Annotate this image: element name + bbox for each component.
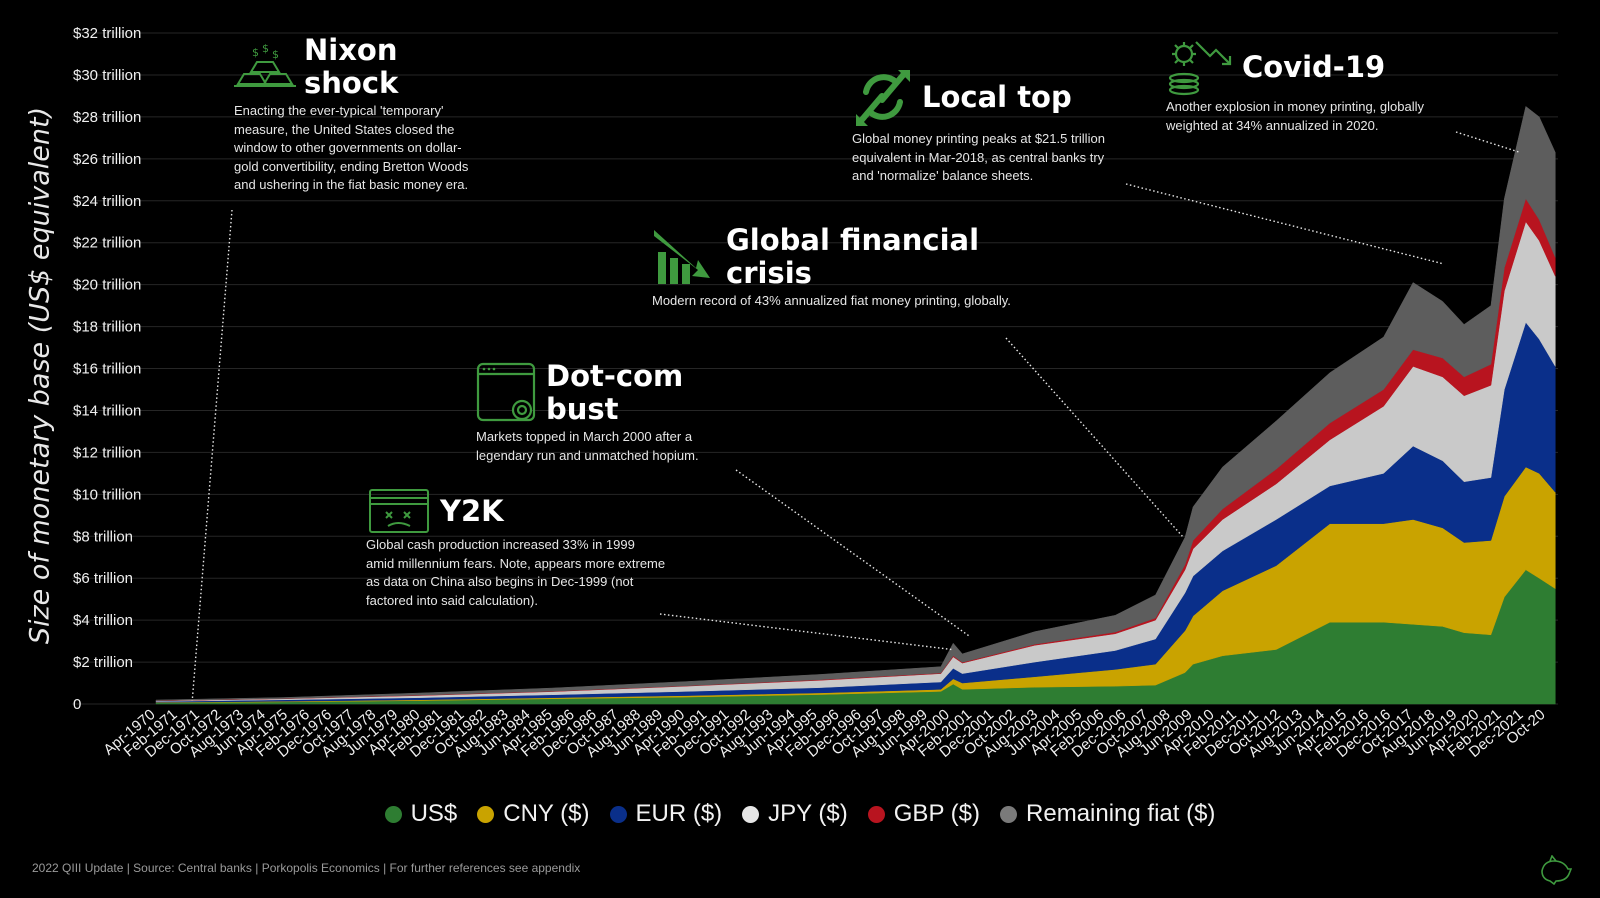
- legend-item-remaining: Remaining fiat ($): [1000, 800, 1215, 828]
- legend-swatch: [1000, 805, 1018, 823]
- y-tick-label: $22 trillion: [73, 235, 141, 252]
- y-tick-label: $10 trillion: [73, 486, 141, 503]
- annotation-title: Y2K: [440, 493, 504, 528]
- annotation-text: Global cash production increased 33% in …: [366, 537, 666, 608]
- y-tick-label: $20 trillion: [73, 277, 141, 294]
- legend-label: Remaining fiat ($): [1026, 800, 1216, 827]
- y-tick-label: $28 trillion: [73, 109, 141, 126]
- cycle-arrows-icon: [856, 70, 910, 126]
- y-axis-label: Size of monetary base (US$ equivalent): [24, 106, 56, 645]
- legend-item-usd: US$: [384, 800, 458, 828]
- y-tick-label: 0: [73, 696, 81, 713]
- svg-text:$: $: [262, 44, 269, 55]
- annotation-localtop: Local top Global money printing peaks at…: [852, 66, 1122, 186]
- grid-lines: [72, 32, 1558, 705]
- svg-text:$: $: [252, 46, 259, 59]
- y-tick-label: $26 trillion: [73, 151, 141, 168]
- y-tick-label: $32 trillion: [73, 25, 141, 42]
- gold-bars-icon: $ $ $: [234, 44, 296, 87]
- annotation-gfc: Global financial crisis Modern record of…: [652, 224, 1012, 311]
- legend-label: EUR ($): [635, 800, 723, 827]
- svg-text:$: $: [272, 48, 279, 61]
- leader-covid: [1455, 131, 1521, 154]
- annotation-text: Markets topped in March 2000 after a leg…: [476, 429, 699, 463]
- y-tick-label: $8 trillion: [73, 528, 133, 545]
- footer-source: 2022 QIII Update | Source: Central banks…: [32, 861, 581, 875]
- y-tick-label: $16 trillion: [73, 361, 141, 378]
- legend-label: JPY ($): [768, 800, 848, 827]
- legend-item-cny: CNY ($): [477, 800, 590, 828]
- leader-y2k: [659, 613, 952, 651]
- y-tick-label: $4 trillion: [73, 612, 133, 629]
- legend-label: CNY ($): [503, 800, 590, 827]
- y-tick-label: $18 trillion: [73, 319, 141, 336]
- annotation-text: Modern record of 43% annualized fiat mon…: [652, 293, 1011, 308]
- falling-chart-icon: [654, 230, 710, 284]
- y-tick-label: $24 trillion: [73, 193, 141, 210]
- legend-swatch: [609, 805, 627, 823]
- pig-logo-icon: [1541, 855, 1572, 885]
- leader-gfc: [1005, 337, 1183, 537]
- y-tick-label: $30 trillion: [73, 67, 141, 84]
- legend-label: GBP ($): [893, 800, 981, 827]
- annotation-covid: Covid-19 Another explosion in money prin…: [1166, 38, 1476, 135]
- x-tick-labels: Apr-1970Feb-1971Dec-1971Oct-1972Aug-1973…: [100, 706, 1548, 761]
- annotation-title: Global financial crisis: [726, 223, 980, 290]
- legend-item-jpy: JPY ($): [742, 800, 848, 828]
- annotation-title: Nixon shock: [304, 33, 399, 100]
- legend-item-eur: EUR ($): [609, 800, 723, 828]
- legend: US$ CNY ($) EUR ($) JPY ($) GBP ($) Rema…: [0, 800, 1600, 828]
- annotation-text: Global money printing peaks at $21.5 tri…: [852, 131, 1105, 183]
- annotation-text: Enacting the ever-typical 'temporary' me…: [234, 103, 469, 192]
- browser-at-icon: [476, 362, 536, 422]
- virus-coins-icon: [1168, 41, 1232, 96]
- legend-swatch: [867, 805, 885, 823]
- legend-label: US$: [410, 800, 458, 827]
- y-tick-label: $14 trillion: [73, 402, 141, 419]
- annotation-title: Dot-com bust: [546, 359, 684, 426]
- annotation-title: Local top: [922, 79, 1072, 114]
- legend-swatch: [477, 805, 495, 823]
- annotation-leaders: [191, 131, 1521, 701]
- annotation-dotcom: Dot-com bust Markets topped in March 200…: [476, 360, 736, 465]
- legend-item-gbp: GBP ($): [867, 800, 981, 828]
- y-tick-label: $6 trillion: [73, 570, 133, 587]
- stacked-areas: [155, 105, 1556, 705]
- y-tick-label: $12 trillion: [73, 444, 141, 461]
- leader-dotcom: [735, 469, 971, 638]
- annotation-nixon: $ $ $ Nixon shock Enacting the ever-typi…: [234, 34, 484, 195]
- y-tick-label: $2 trillion: [73, 654, 133, 671]
- broken-computer-icon: [369, 489, 429, 533]
- y-tick-labels: 0 $2 trillion $4 trillion $6 trillion $8 tri…: [73, 25, 141, 713]
- legend-swatch: [384, 805, 402, 823]
- annotation-y2k: Y2K Global cash production increased 33%…: [366, 488, 666, 610]
- area-series-5: [155, 105, 1556, 701]
- legend-swatch: [742, 805, 760, 823]
- annotation-title: Covid-19: [1242, 49, 1386, 84]
- leader-nixon: [191, 209, 233, 701]
- leader-localtop: [1125, 183, 1443, 265]
- annotation-text: Another explosion in money printing, glo…: [1166, 99, 1424, 133]
